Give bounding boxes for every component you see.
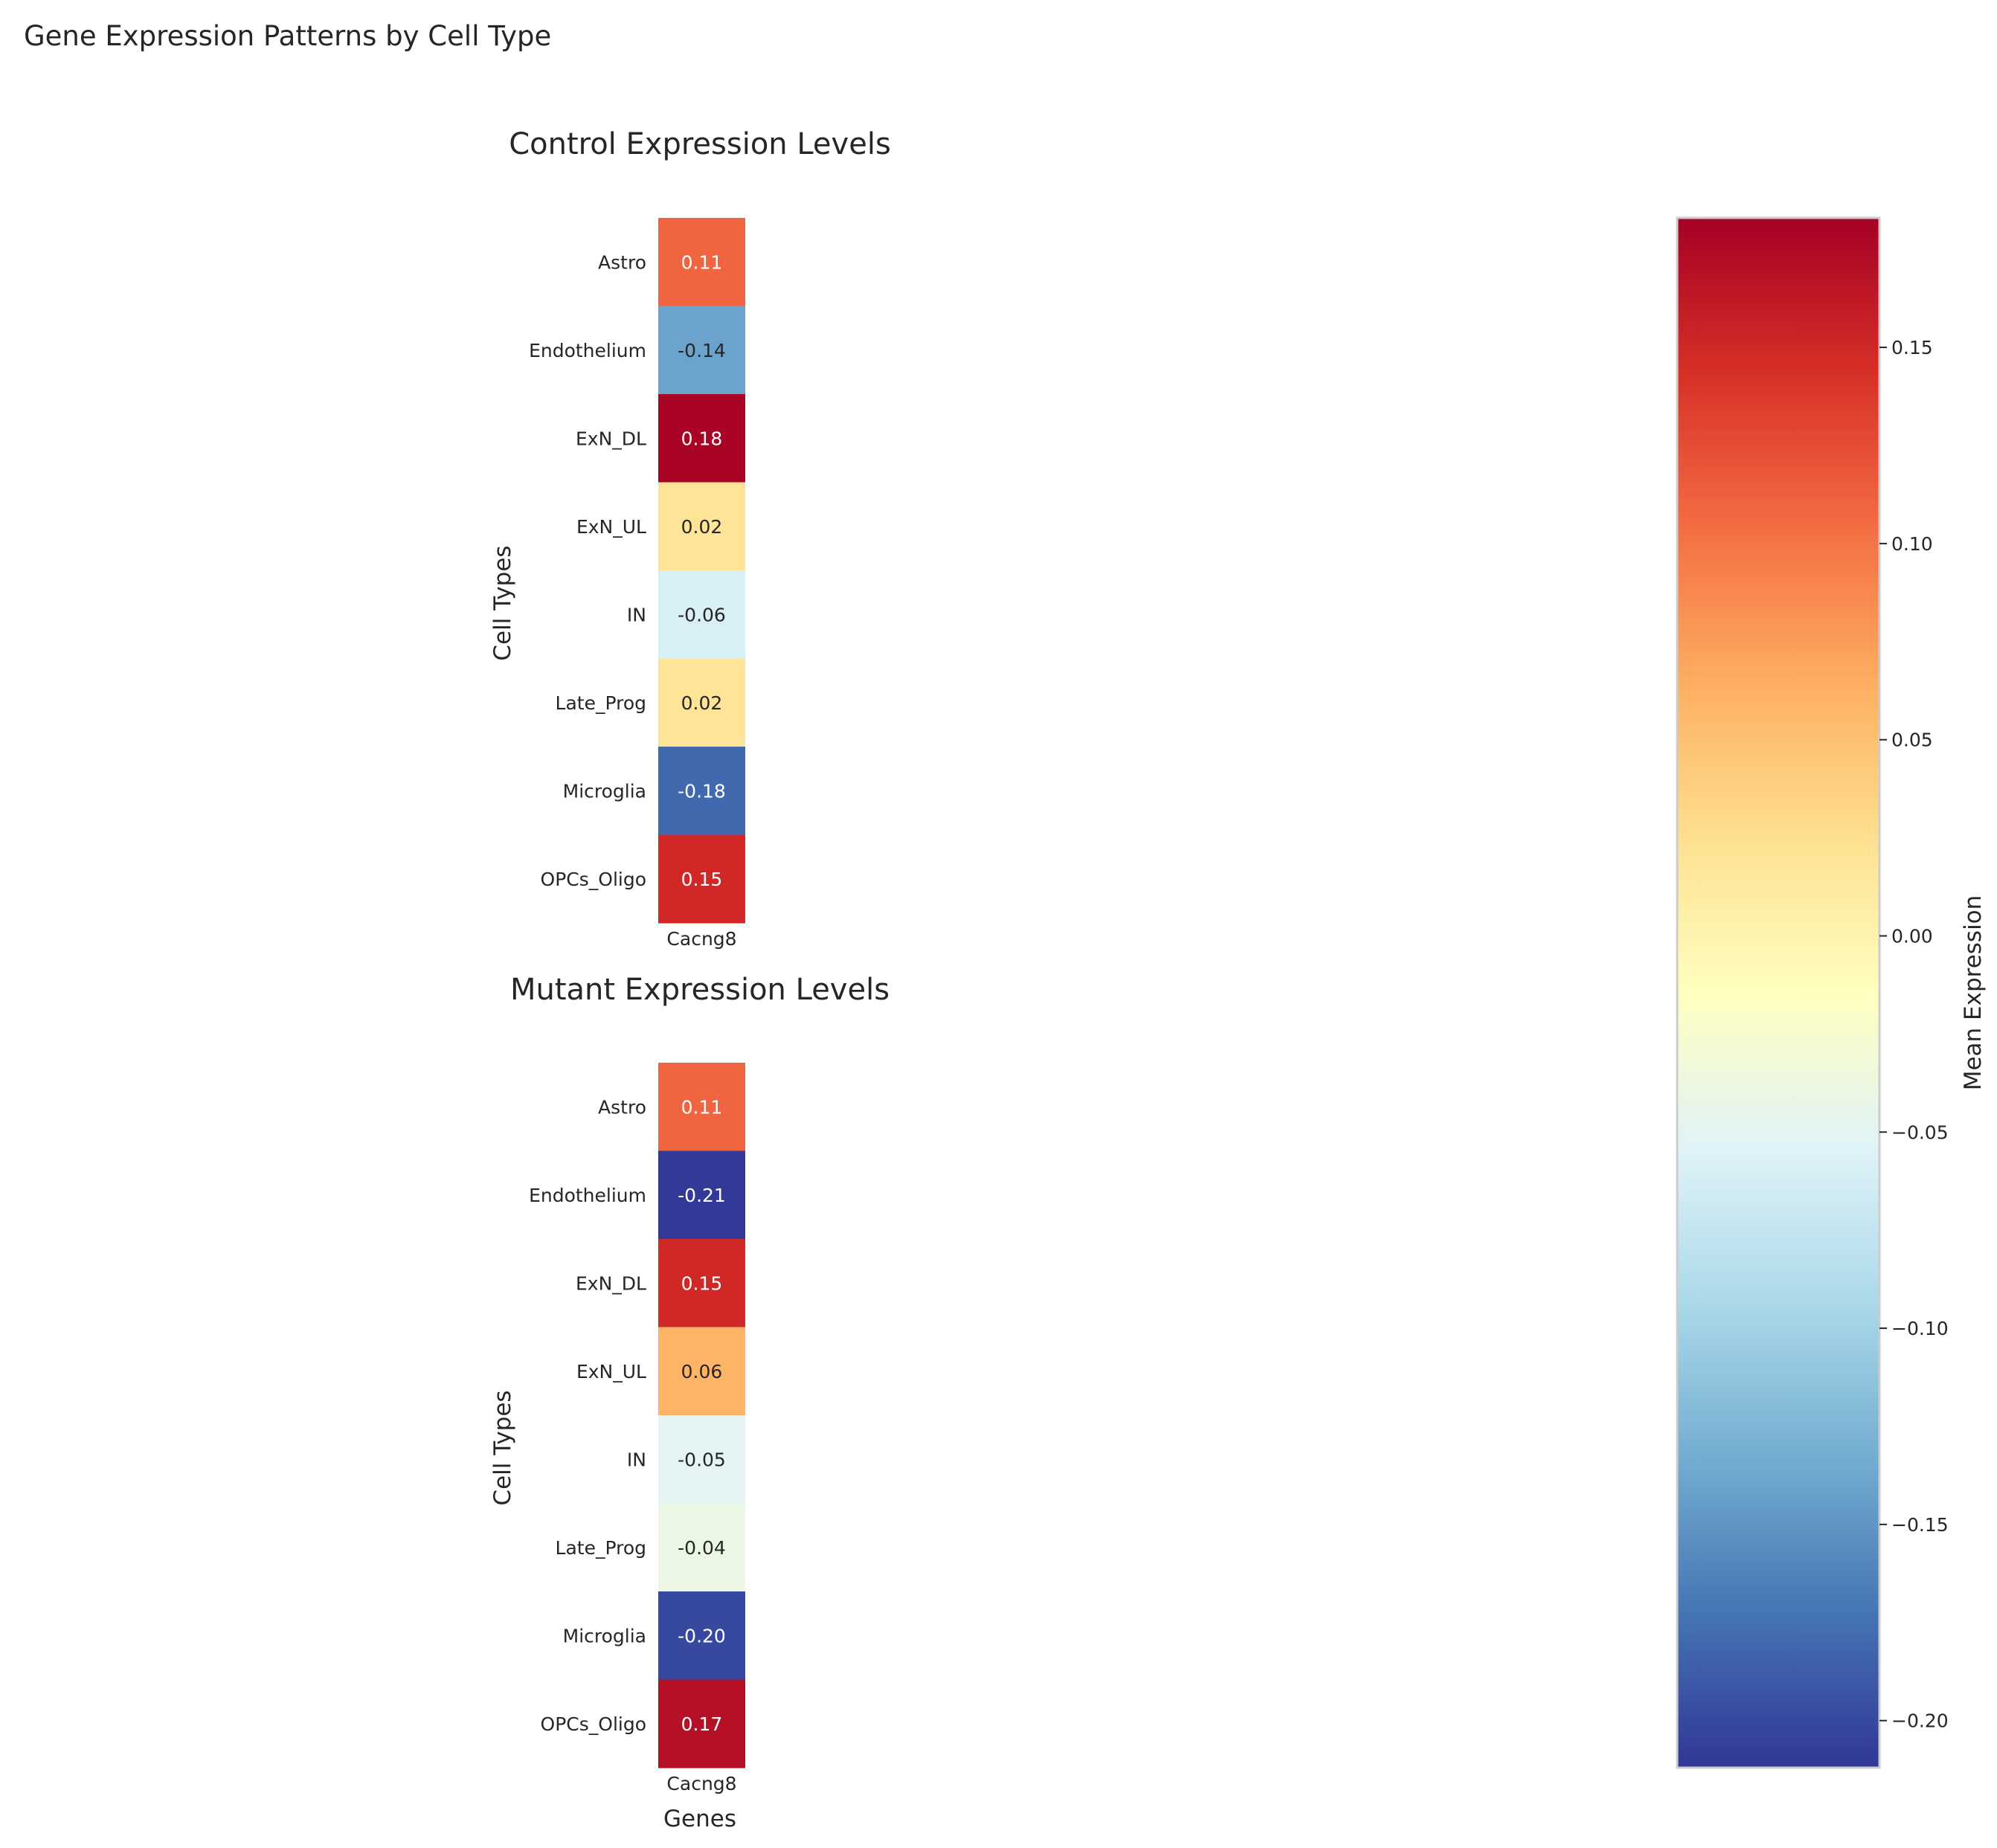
mutant-cell-microglia: [658, 1591, 745, 1681]
colorbar-tick-label: −0.15: [1891, 1514, 1949, 1536]
mutant-cell-value-label: 0.17: [681, 1713, 723, 1735]
control-heatmap-cells: 0.11 -0.14 0.18 0.02 -0.06 0.02 -0.18 0.15: [658, 218, 745, 924]
control-cell-astro: [658, 218, 745, 307]
control-row-label: ExN_UL: [576, 516, 646, 538]
control-heatmap-title: Control Expression Levels: [509, 127, 891, 161]
mutant-row-labels: Astro Endothelium ExN_DL ExN_UL IN Late_Prog M…: [529, 1096, 646, 1735]
control-cell-opcs-oligo: [658, 834, 745, 924]
mutant-row-label: Endothelium: [529, 1185, 646, 1206]
mutant-cell-value-label: -0.05: [678, 1449, 726, 1470]
control-row-label: IN: [627, 604, 646, 625]
mutant-heatmap-cells: 0.11 -0.21 0.15 0.06 -0.05 -0.04 -0.20 0.17: [658, 1063, 745, 1768]
control-cell-value-label: 0.02: [681, 516, 723, 538]
mutant-row-label: ExN_UL: [576, 1361, 646, 1382]
mutant-cell-value-label: 0.06: [681, 1361, 723, 1382]
mutant-row-label: Microglia: [563, 1625, 646, 1646]
mutant-column-labels: Cacng8: [666, 1773, 736, 1794]
mutant-cell-astro: [658, 1063, 745, 1152]
colorbar-tick-label: −0.05: [1891, 1121, 1949, 1143]
control-row-label: ExN_DL: [576, 428, 646, 449]
mutant-y-axis-label: Cell Types: [489, 1390, 516, 1505]
mutant-cell-value-label: 0.15: [681, 1272, 723, 1294]
colorbar-tick-label: 0.00: [1891, 925, 1933, 947]
colorbar-label: Mean Expression: [1960, 895, 1987, 1091]
control-cell-microglia: [658, 747, 745, 836]
control-cell-late-prog: [658, 658, 745, 747]
colorbar-tick-label: −0.20: [1891, 1710, 1949, 1732]
mutant-cell-value-label: -0.21: [678, 1185, 726, 1206]
mutant-x-axis-label: Genes: [663, 1806, 736, 1832]
colorbar-tick-label: 0.05: [1891, 730, 1933, 751]
control-row-label: Microglia: [563, 780, 646, 802]
mutant-row-label: OPCs_Oligo: [541, 1713, 646, 1735]
mutant-cell-opcs-oligo: [658, 1679, 745, 1768]
figure-title: Gene Expression Patterns by Cell Type: [24, 20, 551, 52]
colorbar: 0.15 0.10 0.05 0.00 −0.05 −0.10 −0.15 −0.20 Mea…: [1676, 216, 1987, 1769]
mutant-cell-exn-dl: [658, 1239, 745, 1328]
mutant-heatmap-title: Mutant Expression Levels: [510, 973, 890, 1007]
mutant-cell-late-prog: [658, 1503, 745, 1592]
control-row-labels: Astro Endothelium ExN_DL ExN_UL IN Late_Prog M…: [529, 251, 646, 890]
control-cell-value-label: 0.18: [681, 428, 723, 449]
control-column-label: Cacng8: [666, 928, 736, 950]
control-row-label: Endothelium: [529, 340, 646, 361]
mutant-row-label: Late_Prog: [556, 1537, 646, 1559]
control-cell-value-label: -0.06: [678, 604, 726, 625]
mutant-cell-exn-ul: [658, 1327, 745, 1416]
control-cell-value-label: -0.14: [678, 340, 726, 361]
control-heatmap-panel: Control Expression Levels Cell Types 0.1…: [489, 127, 891, 950]
mutant-cell-endothelium: [658, 1150, 745, 1240]
control-cell-exn-ul: [658, 482, 745, 571]
control-cell-in: [658, 570, 745, 660]
mutant-row-label: Astro: [598, 1096, 646, 1118]
control-column-labels: Cacng8: [666, 928, 736, 950]
mutant-cell-value-label: -0.04: [678, 1537, 726, 1559]
control-cell-endothelium: [658, 306, 745, 395]
mutant-cell-in: [658, 1415, 745, 1504]
colorbar-tick-label: 0.15: [1891, 337, 1933, 358]
control-y-axis-label: Cell Types: [489, 545, 516, 660]
control-row-label: Astro: [598, 251, 646, 273]
control-cell-value-label: -0.18: [678, 780, 726, 802]
control-cell-value-label: 0.15: [681, 869, 723, 890]
mutant-row-label: ExN_DL: [576, 1272, 646, 1294]
mutant-row-label: IN: [627, 1449, 646, 1470]
mutant-cell-value-label: -0.20: [678, 1625, 726, 1646]
colorbar-gradient: [1676, 216, 1881, 1769]
control-cell-value-label: 0.11: [681, 251, 723, 273]
colorbar-tick-label: −0.10: [1891, 1318, 1949, 1339]
colorbar-tick-label: 0.10: [1891, 533, 1933, 555]
mutant-heatmap-panel: Mutant Expression Levels Cell Types 0.11…: [489, 973, 890, 1832]
control-cell-exn-dl: [658, 394, 745, 483]
mutant-column-label: Cacng8: [666, 1773, 736, 1794]
control-cell-value-label: 0.02: [681, 692, 723, 714]
control-row-label: Late_Prog: [556, 692, 646, 714]
control-row-label: OPCs_Oligo: [541, 869, 646, 890]
colorbar-ticks: 0.15 0.10 0.05 0.00 −0.05 −0.10 −0.15 −0.20: [1879, 337, 1949, 1732]
mutant-cell-value-label: 0.11: [681, 1096, 723, 1118]
